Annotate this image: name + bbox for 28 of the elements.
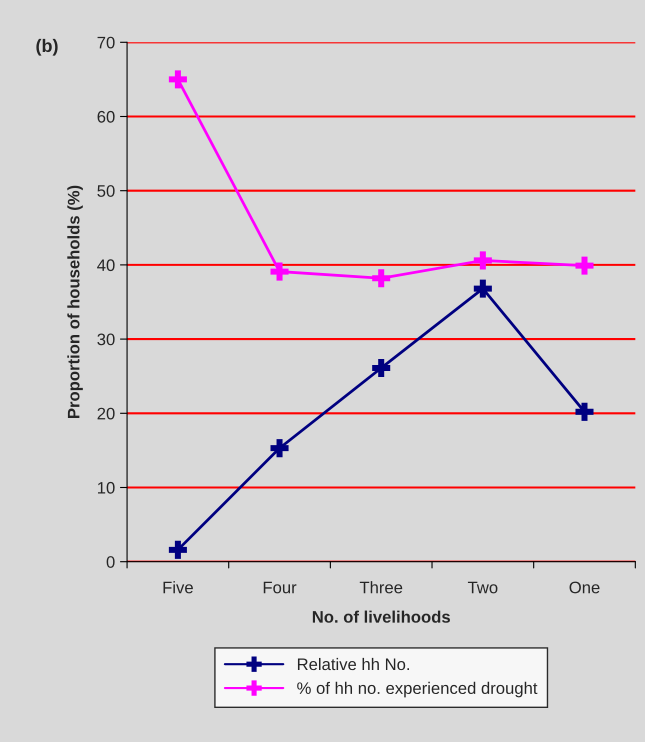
y-tick-label: 30 xyxy=(97,333,115,346)
point xyxy=(575,256,594,275)
y-tick-label: 40 xyxy=(97,259,115,272)
point xyxy=(168,70,187,88)
x-axis-title: No. of livelihoods xyxy=(312,610,450,623)
point xyxy=(270,439,289,458)
point xyxy=(372,359,390,378)
x-tick-label: Four xyxy=(264,582,296,594)
y-tick-label: 70 xyxy=(98,36,115,48)
y-tick-label: 50 xyxy=(97,185,115,197)
legend-label: Relative hh No. xyxy=(298,658,410,670)
point xyxy=(372,269,390,288)
x-tick-label: Five xyxy=(164,581,193,594)
point xyxy=(270,262,289,281)
chart-title: (b) xyxy=(36,38,58,56)
legend-label: % of hh no. experienced drought xyxy=(297,682,538,698)
point xyxy=(474,280,492,298)
point xyxy=(168,540,187,559)
y-tick-label: 60 xyxy=(98,110,115,123)
point xyxy=(474,251,492,270)
y-axis-title: Proportion of households (%) xyxy=(67,186,83,418)
x-tick-label: Two xyxy=(468,582,498,594)
x-tick-label: Three xyxy=(360,581,402,594)
y-tick-label: 10 xyxy=(98,482,115,494)
y-tick-label: 20 xyxy=(98,408,115,420)
point xyxy=(575,402,594,421)
x-tick-label: One xyxy=(570,582,600,594)
y-tick-label: 0 xyxy=(106,556,115,568)
